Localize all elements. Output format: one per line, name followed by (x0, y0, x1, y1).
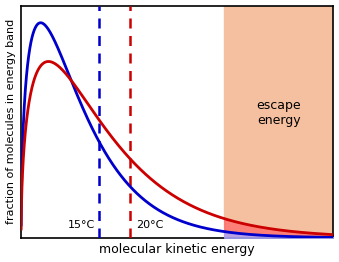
Bar (224, 6, 334, 238)
Y-axis label: fraction of molecules in energy band: fraction of molecules in energy band (5, 19, 16, 224)
Text: 20°C: 20°C (136, 220, 163, 230)
Text: 15°C: 15°C (68, 220, 95, 230)
X-axis label: molecular kinetic energy: molecular kinetic energy (99, 243, 255, 256)
Text: escape
energy: escape energy (257, 99, 301, 127)
